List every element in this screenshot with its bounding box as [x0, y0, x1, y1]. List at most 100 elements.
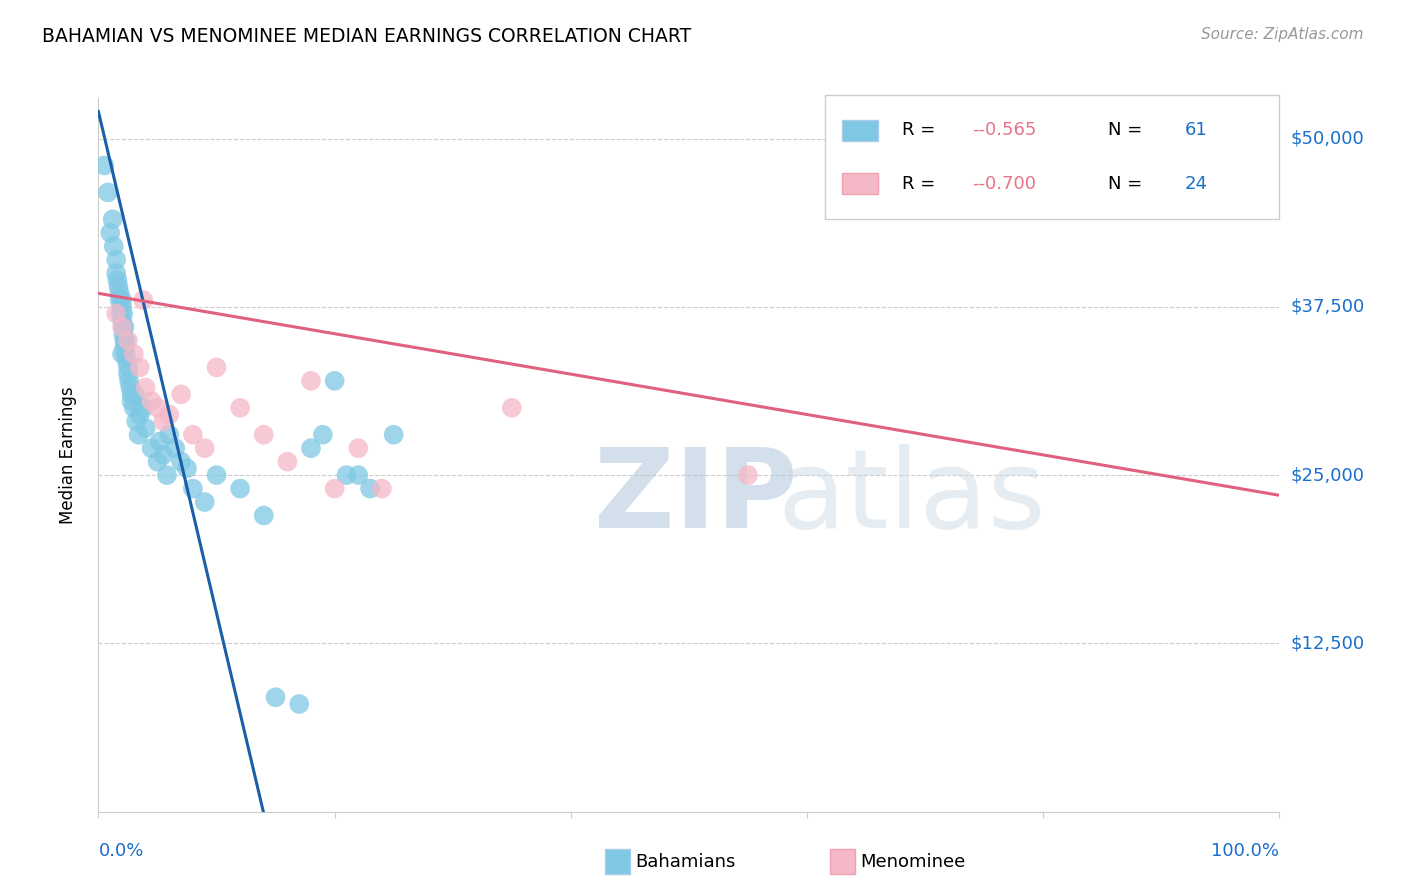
Text: 0.0%: 0.0%: [98, 842, 143, 860]
Point: [157, 427, 180, 442]
Point: [128, 360, 150, 375]
Point: [128, 408, 150, 422]
Text: 24: 24: [1185, 175, 1208, 193]
Point: [181, 482, 204, 496]
Point: [122, 401, 145, 415]
Point: [117, 360, 139, 375]
Point: [98, 226, 121, 240]
Point: [115, 353, 138, 368]
Point: [312, 427, 335, 442]
Point: [141, 394, 163, 409]
Point: [124, 387, 146, 401]
Point: [111, 300, 134, 314]
Point: [97, 186, 120, 200]
Point: [112, 334, 135, 348]
Text: BAHAMIAN VS MENOMINEE MEDIAN EARNINGS CORRELATION CHART: BAHAMIAN VS MENOMINEE MEDIAN EARNINGS CO…: [42, 27, 692, 45]
Point: [132, 401, 155, 415]
Point: [135, 421, 157, 435]
Text: 100.0%: 100.0%: [1212, 842, 1279, 860]
Point: [93, 158, 115, 172]
Point: [112, 340, 135, 354]
Point: [111, 313, 134, 327]
Point: [276, 455, 298, 469]
Point: [141, 441, 163, 455]
Text: $12,500: $12,500: [1291, 634, 1365, 652]
Text: atlas: atlas: [778, 444, 1046, 551]
Point: [135, 381, 157, 395]
Point: [105, 266, 128, 280]
Point: [229, 401, 252, 415]
Point: [157, 408, 180, 422]
Text: Menominee: Menominee: [860, 853, 966, 871]
Point: [121, 394, 143, 409]
Point: [111, 293, 134, 307]
Point: [205, 468, 228, 483]
Point: [117, 334, 139, 348]
Point: [299, 374, 322, 388]
Point: [194, 495, 217, 509]
Point: [152, 448, 174, 462]
Point: [118, 374, 141, 388]
Text: R =: R =: [901, 121, 941, 139]
Point: [170, 455, 193, 469]
Point: [101, 212, 124, 227]
Point: [132, 293, 155, 307]
Y-axis label: Median Earnings: Median Earnings: [59, 386, 77, 524]
Point: [253, 427, 276, 442]
Point: [299, 441, 322, 455]
Point: [103, 239, 125, 253]
Text: $50,000: $50,000: [1291, 129, 1364, 147]
Point: [107, 279, 129, 293]
Point: [117, 367, 139, 381]
Point: [156, 468, 179, 483]
Text: ZIP: ZIP: [595, 444, 797, 551]
Point: [120, 381, 142, 395]
Point: [108, 286, 131, 301]
Text: $37,500: $37,500: [1291, 298, 1365, 316]
Text: N =: N =: [1108, 121, 1149, 139]
Point: [125, 414, 148, 428]
Point: [501, 401, 523, 415]
Point: [264, 690, 287, 705]
Point: [111, 347, 134, 361]
Point: [114, 347, 136, 361]
Point: [114, 334, 136, 348]
Point: [146, 401, 169, 415]
Point: [152, 414, 174, 428]
Point: [347, 468, 370, 483]
Point: [105, 273, 128, 287]
Text: R =: R =: [901, 175, 941, 193]
Text: --0.565: --0.565: [973, 121, 1036, 139]
Point: [111, 320, 134, 334]
Point: [105, 252, 128, 267]
Text: --0.700: --0.700: [973, 175, 1036, 193]
Point: [112, 307, 135, 321]
Point: [121, 387, 143, 401]
Point: [323, 374, 346, 388]
Point: [112, 326, 135, 341]
Point: [382, 427, 405, 442]
Point: [165, 441, 187, 455]
Text: $25,000: $25,000: [1291, 467, 1365, 484]
Point: [128, 427, 150, 442]
Point: [253, 508, 276, 523]
Point: [112, 320, 135, 334]
Text: 61: 61: [1185, 121, 1208, 139]
Point: [105, 307, 128, 321]
Text: Source: ZipAtlas.com: Source: ZipAtlas.com: [1201, 27, 1364, 42]
Point: [146, 455, 169, 469]
Point: [205, 360, 228, 375]
Point: [108, 293, 131, 307]
Point: [335, 468, 357, 483]
Point: [176, 461, 198, 475]
Point: [194, 441, 217, 455]
Point: [170, 387, 193, 401]
Text: Bahamians: Bahamians: [636, 853, 735, 871]
Point: [323, 482, 346, 496]
Point: [181, 427, 204, 442]
Point: [359, 482, 381, 496]
Point: [737, 468, 759, 483]
Point: [110, 307, 132, 321]
Point: [371, 482, 394, 496]
Bar: [842, 120, 877, 141]
